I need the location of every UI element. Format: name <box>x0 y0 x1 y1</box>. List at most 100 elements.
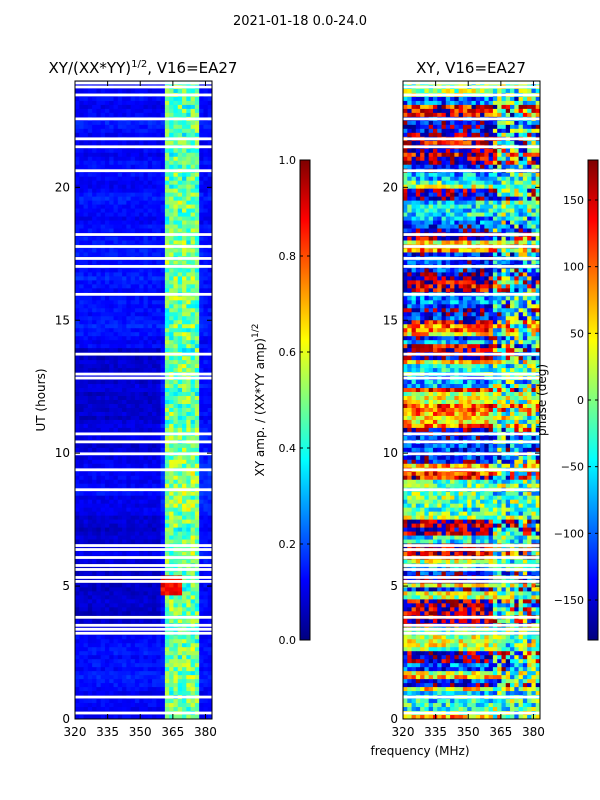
amplitude-cell <box>130 611 136 616</box>
amplitude-cell <box>156 619 162 624</box>
amplitude-cell <box>130 475 136 481</box>
amplitude-cell <box>156 160 162 166</box>
amplitude-cell <box>87 172 93 178</box>
amplitude-cell <box>83 591 89 596</box>
amplitude-cell <box>143 252 149 258</box>
amplitude-cell <box>139 280 145 285</box>
amplitude-cell <box>109 599 115 604</box>
amplitude-cell <box>194 607 200 612</box>
amplitude-cell <box>190 523 196 529</box>
amplitude-cell <box>92 443 98 449</box>
amplitude-cell <box>164 344 170 349</box>
amplitude-cell <box>164 276 170 281</box>
amplitude-cell <box>92 148 98 154</box>
amplitude-cell <box>122 655 127 660</box>
amplitude-cell <box>173 639 179 644</box>
amplitude-cell <box>160 356 166 361</box>
amplitude-cell <box>160 368 166 373</box>
amplitude-cell <box>169 483 175 489</box>
amplitude-cell <box>177 531 183 537</box>
amplitude-cell <box>186 132 192 138</box>
amplitude-cell <box>92 248 98 254</box>
amplitude-cell <box>199 276 205 281</box>
amplitude-cell <box>126 108 132 114</box>
amplitude-cell <box>117 591 123 596</box>
amplitude-cell <box>190 120 196 126</box>
amplitude-cell <box>109 495 115 501</box>
amplitude-cell <box>83 360 89 365</box>
amplitude-cell <box>182 188 187 194</box>
amplitude-cell <box>199 443 205 449</box>
amplitude-cell <box>75 427 80 433</box>
amplitude-cell <box>79 691 85 696</box>
amplitude-cell <box>126 675 132 680</box>
amplitude-cell <box>79 268 85 273</box>
amplitude-cell <box>134 699 140 704</box>
amplitude-cell <box>126 400 132 405</box>
amplitude-cell <box>207 435 212 441</box>
amplitude-cell <box>203 427 209 433</box>
amplitude-cell <box>177 368 183 373</box>
amplitude-cell <box>104 368 110 373</box>
amplitude-cell <box>160 344 166 349</box>
amplitude-cell <box>182 423 187 429</box>
amplitude-cell <box>92 643 98 648</box>
amplitude-cell <box>139 611 145 616</box>
amplitude-cell <box>75 128 80 134</box>
amplitude-cell <box>194 120 200 126</box>
amplitude-cell <box>190 423 196 429</box>
amplitude-cell <box>96 635 102 640</box>
amplitude-cell <box>113 619 119 624</box>
amplitude-cell <box>152 663 157 668</box>
amplitude-cell <box>139 88 145 94</box>
amplitude-cell <box>173 356 179 361</box>
amplitude-cell <box>109 479 115 485</box>
amplitude-cell <box>169 643 175 648</box>
amplitude-cell <box>83 300 89 305</box>
amplitude-cell <box>147 475 153 481</box>
amplitude-cell <box>182 268 187 273</box>
amplitude-cell <box>117 348 123 353</box>
amplitude-cell <box>126 360 132 365</box>
amplitude-cell <box>134 188 140 194</box>
amplitude-cell <box>190 443 196 449</box>
amplitude-cell <box>104 108 110 114</box>
amplitude-cell <box>79 403 85 409</box>
amplitude-cell <box>177 180 183 186</box>
amplitude-cell <box>75 675 80 680</box>
amplitude-cell <box>96 236 102 242</box>
amplitude-cell <box>164 212 170 218</box>
amplitude-cell <box>160 172 166 178</box>
amplitude-cell <box>79 679 85 684</box>
amplitude-cell <box>126 332 132 337</box>
amplitude-cell <box>96 591 102 596</box>
amplitude-cell <box>75 200 80 206</box>
amplitude-cell <box>186 539 192 545</box>
amplitude-cell <box>143 196 149 202</box>
amplitude-cell <box>190 599 196 604</box>
amplitude-cell <box>186 643 192 648</box>
amplitude-cell <box>130 112 136 118</box>
amplitude-cell <box>122 427 127 433</box>
amplitude-cell <box>143 152 149 158</box>
amplitude-cell <box>134 687 140 692</box>
amplitude-cell <box>96 296 102 301</box>
amplitude-cell <box>160 419 166 425</box>
amplitude-cell <box>199 128 205 134</box>
amplitude-cell <box>117 683 123 688</box>
amplitude-cell <box>152 184 157 190</box>
amplitude-cell <box>152 535 157 541</box>
amplitude-cell <box>79 360 85 365</box>
amplitude-cell <box>194 400 200 405</box>
amplitude-cell <box>117 104 123 110</box>
amplitude-cell <box>203 324 209 329</box>
amplitude-cell <box>164 284 170 289</box>
amplitude-cell <box>87 96 93 102</box>
amplitude-cell <box>164 204 170 210</box>
amplitude-cell <box>173 340 179 345</box>
amplitude-cell <box>169 519 175 525</box>
amplitude-cell <box>134 328 140 333</box>
amplitude-cell <box>182 288 187 293</box>
amplitude-cell <box>96 356 102 361</box>
amplitude-cell <box>109 619 115 624</box>
